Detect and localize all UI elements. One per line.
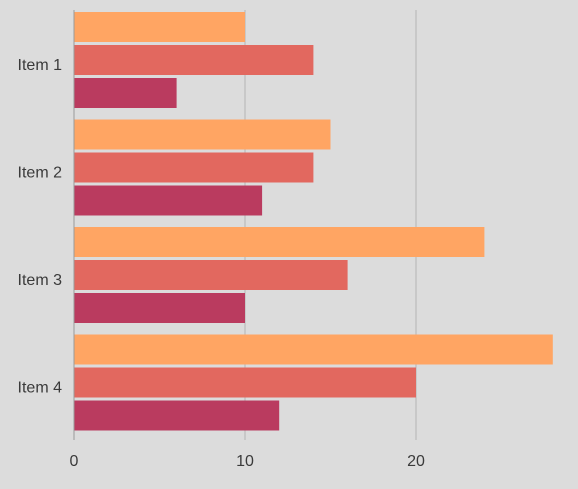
category-label: Item 2 <box>18 164 63 181</box>
x-tick-label: 0 <box>70 453 79 470</box>
bar-2-series-3 <box>74 185 263 216</box>
x-tick-labels: 0102030 <box>70 453 425 470</box>
bar-3-series-1 <box>74 227 485 257</box>
x-tick-label: 20 <box>407 453 425 470</box>
x-tick-label: 10 <box>236 453 254 470</box>
category-labels: Item 1 Item 2 Item 3 Item 4 <box>18 57 63 397</box>
category-label: Item 1 <box>18 57 63 74</box>
bar-4-series-3 <box>74 400 280 431</box>
category-label: Item 4 <box>18 379 63 396</box>
bar-2-series-1 <box>74 119 331 150</box>
bar-4-series-1 <box>74 334 553 365</box>
bar-2-series-2 <box>74 152 314 183</box>
bar-4-series-2 <box>74 367 416 398</box>
bar-1-series-2 <box>74 45 314 75</box>
category-label: Item 3 <box>18 272 63 289</box>
bar-1-series-1 <box>74 12 245 42</box>
bar-3-series-2 <box>74 260 348 290</box>
bar-1-series-3 <box>74 78 177 108</box>
bar-3-series-3 <box>74 293 245 323</box>
bar-group <box>74 12 553 431</box>
